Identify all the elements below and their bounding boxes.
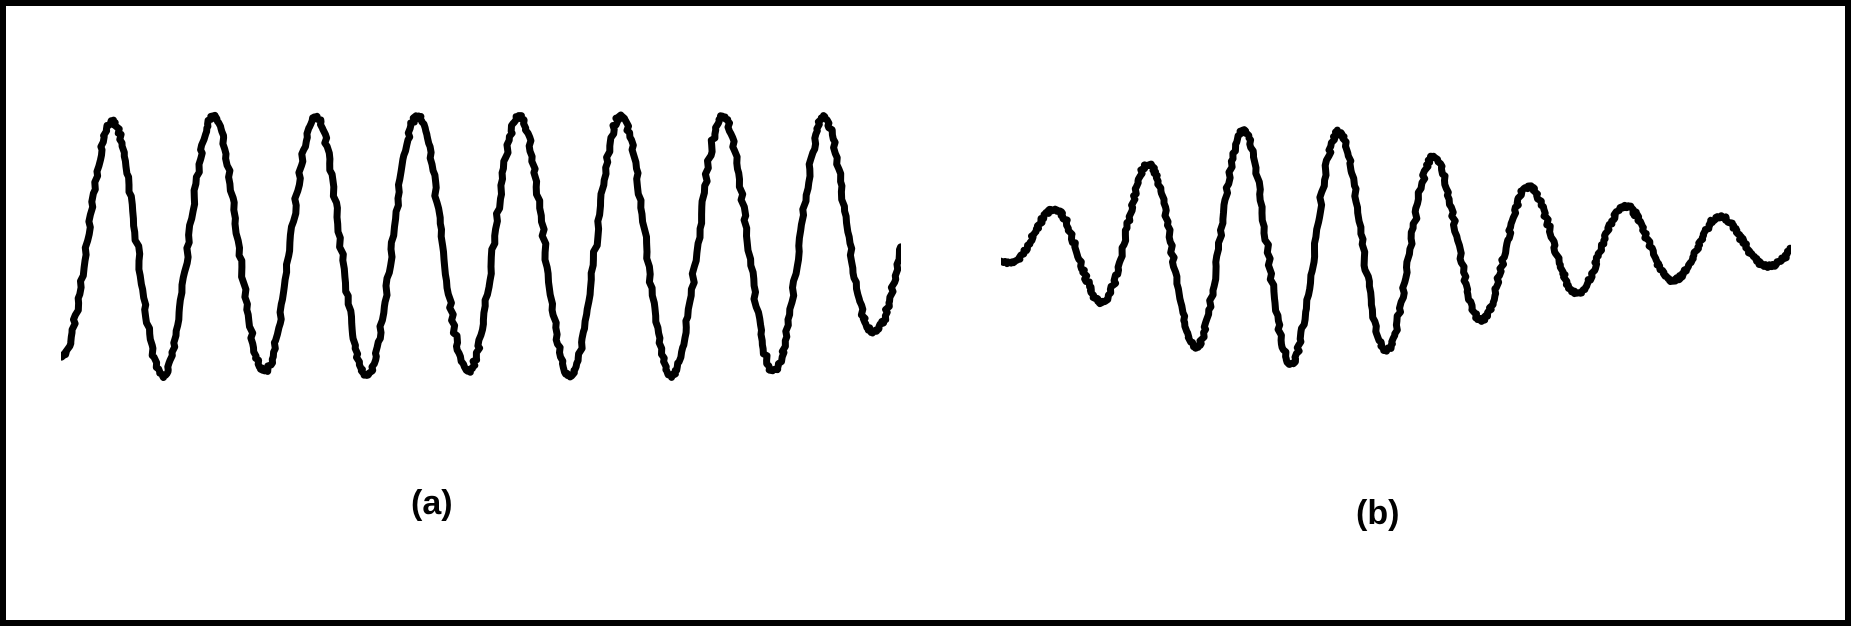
- panel-a-label: (a): [411, 484, 453, 523]
- waveform-a: [61, 86, 901, 406]
- panel-b-label: (b): [1356, 494, 1399, 533]
- figure-frame: (a) (b): [0, 0, 1851, 626]
- panel-a: [61, 86, 901, 406]
- waveform-b: [1001, 126, 1791, 386]
- panel-b: [1001, 126, 1791, 386]
